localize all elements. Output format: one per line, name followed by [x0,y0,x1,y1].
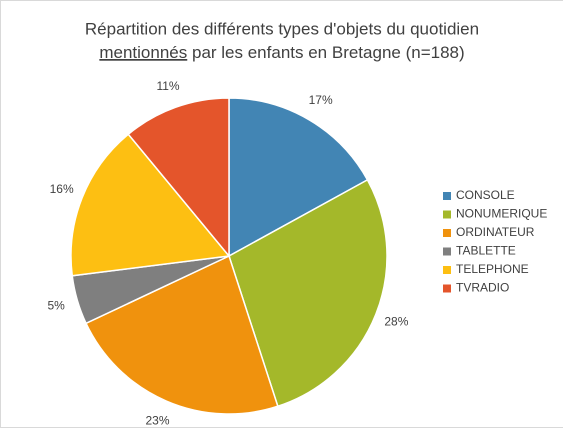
legend-swatch [443,192,451,200]
legend-label: TABLETTE [456,244,516,258]
legend-label: TVRADIO [456,281,509,295]
pie-slice [70,133,231,277]
legend-label: ORDINATEUR [456,225,535,239]
pie-slice [85,254,279,415]
data-label: 28% [384,314,408,328]
data-label: 17% [309,93,333,107]
data-label: 5% [47,298,65,312]
pie-slice [228,178,388,408]
pie-slice [228,97,369,258]
legend-label: NONUMERIQUE [456,207,547,221]
data-label: 23% [145,413,169,427]
title-rest: par les enfants en Bretagne (n=188) [192,43,465,62]
pie-slice [127,97,230,259]
legend-label: TELEPHONE [456,262,529,276]
legend-swatch [443,229,451,237]
data-label: 16% [50,182,74,196]
legend-swatch [443,210,451,219]
chart-title-line: mentionnés par les enfants en Bretagne (… [99,43,464,62]
title-emphasis: mentionnés [99,43,187,62]
legend-swatch [443,266,451,274]
legend-label: CONSOLE [456,188,515,202]
legend-swatch [443,284,451,293]
chart-title-line: Répartition des différents types d'objet… [85,19,479,38]
legend-swatch [443,247,451,256]
data-label: 11% [156,79,179,93]
